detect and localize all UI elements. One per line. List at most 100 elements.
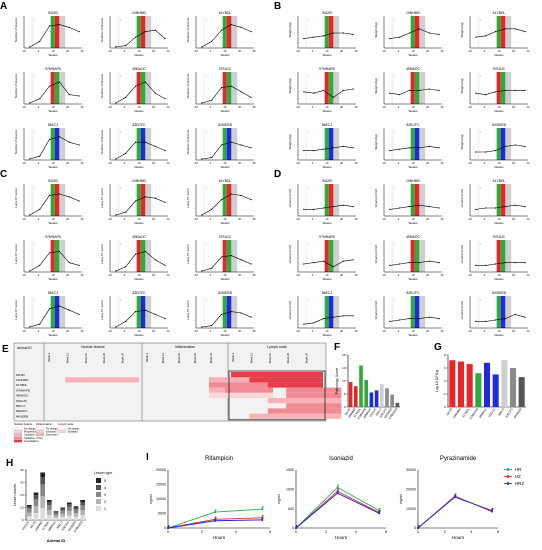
x-axis-label: Weeks [220,333,230,337]
infection-arrow: ↓ [394,298,396,302]
x-tick-label: -10 [468,217,472,221]
data-line [201,24,252,48]
data-point [48,25,51,27]
x-tick-label: 20 [340,49,343,53]
data-point [438,89,440,91]
data-point [342,32,344,34]
x-tick-label: 10 [326,329,329,333]
x-tick-label: 10 [498,273,501,277]
data-point [332,32,334,34]
row-label: 84ISEEB [16,414,28,418]
data-point [154,29,156,31]
legend-label: Decreased [46,434,58,437]
x-axis-label: Hours [213,535,226,540]
treatment-band [231,16,238,48]
bar [518,377,525,407]
x-tick-label: 30 [441,217,444,221]
infection-arrow: ↓ [308,242,310,246]
y-axis-label: Weight (kg) [374,22,378,37]
subpanel-title: 82ECFC [406,123,420,127]
data-point [322,148,325,150]
treatment-band [145,16,152,48]
bar-segment [40,484,45,497]
data-point [313,92,315,94]
treatment-band [500,16,506,48]
treatment-band [145,184,152,216]
data-point [475,151,477,153]
x-tick-label: 10 [224,49,227,53]
y-tick-label: 20000 [156,468,166,472]
data-point [378,510,381,513]
x-tick-label: 0 [124,329,126,333]
x-tick-label: 10 [326,217,329,221]
bar-segment [33,495,39,500]
x-tick-label: 10 [52,217,55,221]
heat-cell [225,387,273,393]
x-tick-label: 20 [426,217,429,221]
data-point [29,270,31,272]
category-label: 84ISEEB [383,407,393,419]
x-tick-label: 10 [224,161,227,165]
subpanel-title: 86KCJ [48,291,58,295]
x-axis-label: Weeks [322,53,332,57]
treatment-band [145,72,152,104]
treatment-band [414,72,420,104]
data-point [78,95,80,97]
x-tick-label: -10 [22,49,26,53]
data-point [418,204,420,206]
treatment-band [500,240,506,272]
data-line [475,90,526,95]
data-line [389,204,440,210]
x-axis-label: Weeks [220,53,230,57]
data-point [408,32,411,34]
y-tick-label: 0 [292,526,294,530]
data-point [408,262,411,264]
panel-a: A 94IJID ↓ Number of lesions Weeks -10 0 10 20 30… [0,1,256,169]
subpanel-10nhmd: 10NHMD ↓ Volume (mm³) Weeks -10 0 10 20 30 [374,179,444,225]
subpanel-94ijid: 94IJID ↓ Weight (kg) Weeks -10 0 10 20 30 [288,11,358,57]
treatment-band [410,16,415,48]
y-axis-label: Weight (kg) [288,78,292,93]
x-tick-label: 30 [167,105,170,109]
data-line [303,259,354,268]
data-line [201,255,252,272]
subpanel-title: 97EAJC [493,235,506,239]
treatment-band [59,240,66,272]
legend-swatch [35,433,45,437]
x-axis-label: Weeks [48,221,58,225]
x-axis-label: Weeks [322,277,332,281]
data-point [144,309,146,311]
treatment-band [136,128,141,160]
data-point [211,267,213,269]
table-header: Inflammation [175,345,196,349]
subpanel-title: 84ISEEB [492,291,506,295]
x-axis-label: Weeks [494,277,504,281]
data-point [230,24,232,26]
data-point [514,262,516,264]
treatment-band [222,16,227,48]
data-point [399,207,401,209]
subpanel-title: 10NHMD [406,11,420,15]
x-tick-label: 10 [224,217,227,221]
x-tick-label: -10 [108,161,112,165]
x-tick-label: 10 [498,161,501,165]
legend-swatch [57,430,67,433]
bar-segment [53,515,59,518]
infection-arrow: ↓ [206,242,208,246]
x-tick-label: 30 [355,105,358,109]
data-point [220,199,223,201]
treatment-band [59,296,66,328]
week-label: Week 3 [145,352,149,361]
category-label: 82ECFC [504,407,513,418]
y-axis-label: Number of lesions [186,129,190,154]
x-tick-label: -10 [382,273,386,277]
table-header: Lymph node [267,345,287,349]
table-header: Nodule feature [81,345,105,349]
data-point [514,144,516,146]
subpanel-97mhafb: 97MHAFB ↓ Volume (mm³) Weeks -10 0 10 20 30 [288,235,358,281]
data-point [144,250,146,252]
bar-segment [33,513,39,520]
data-point [332,206,334,208]
treatment-band [410,72,415,104]
x-tick-label: 30 [441,49,444,53]
